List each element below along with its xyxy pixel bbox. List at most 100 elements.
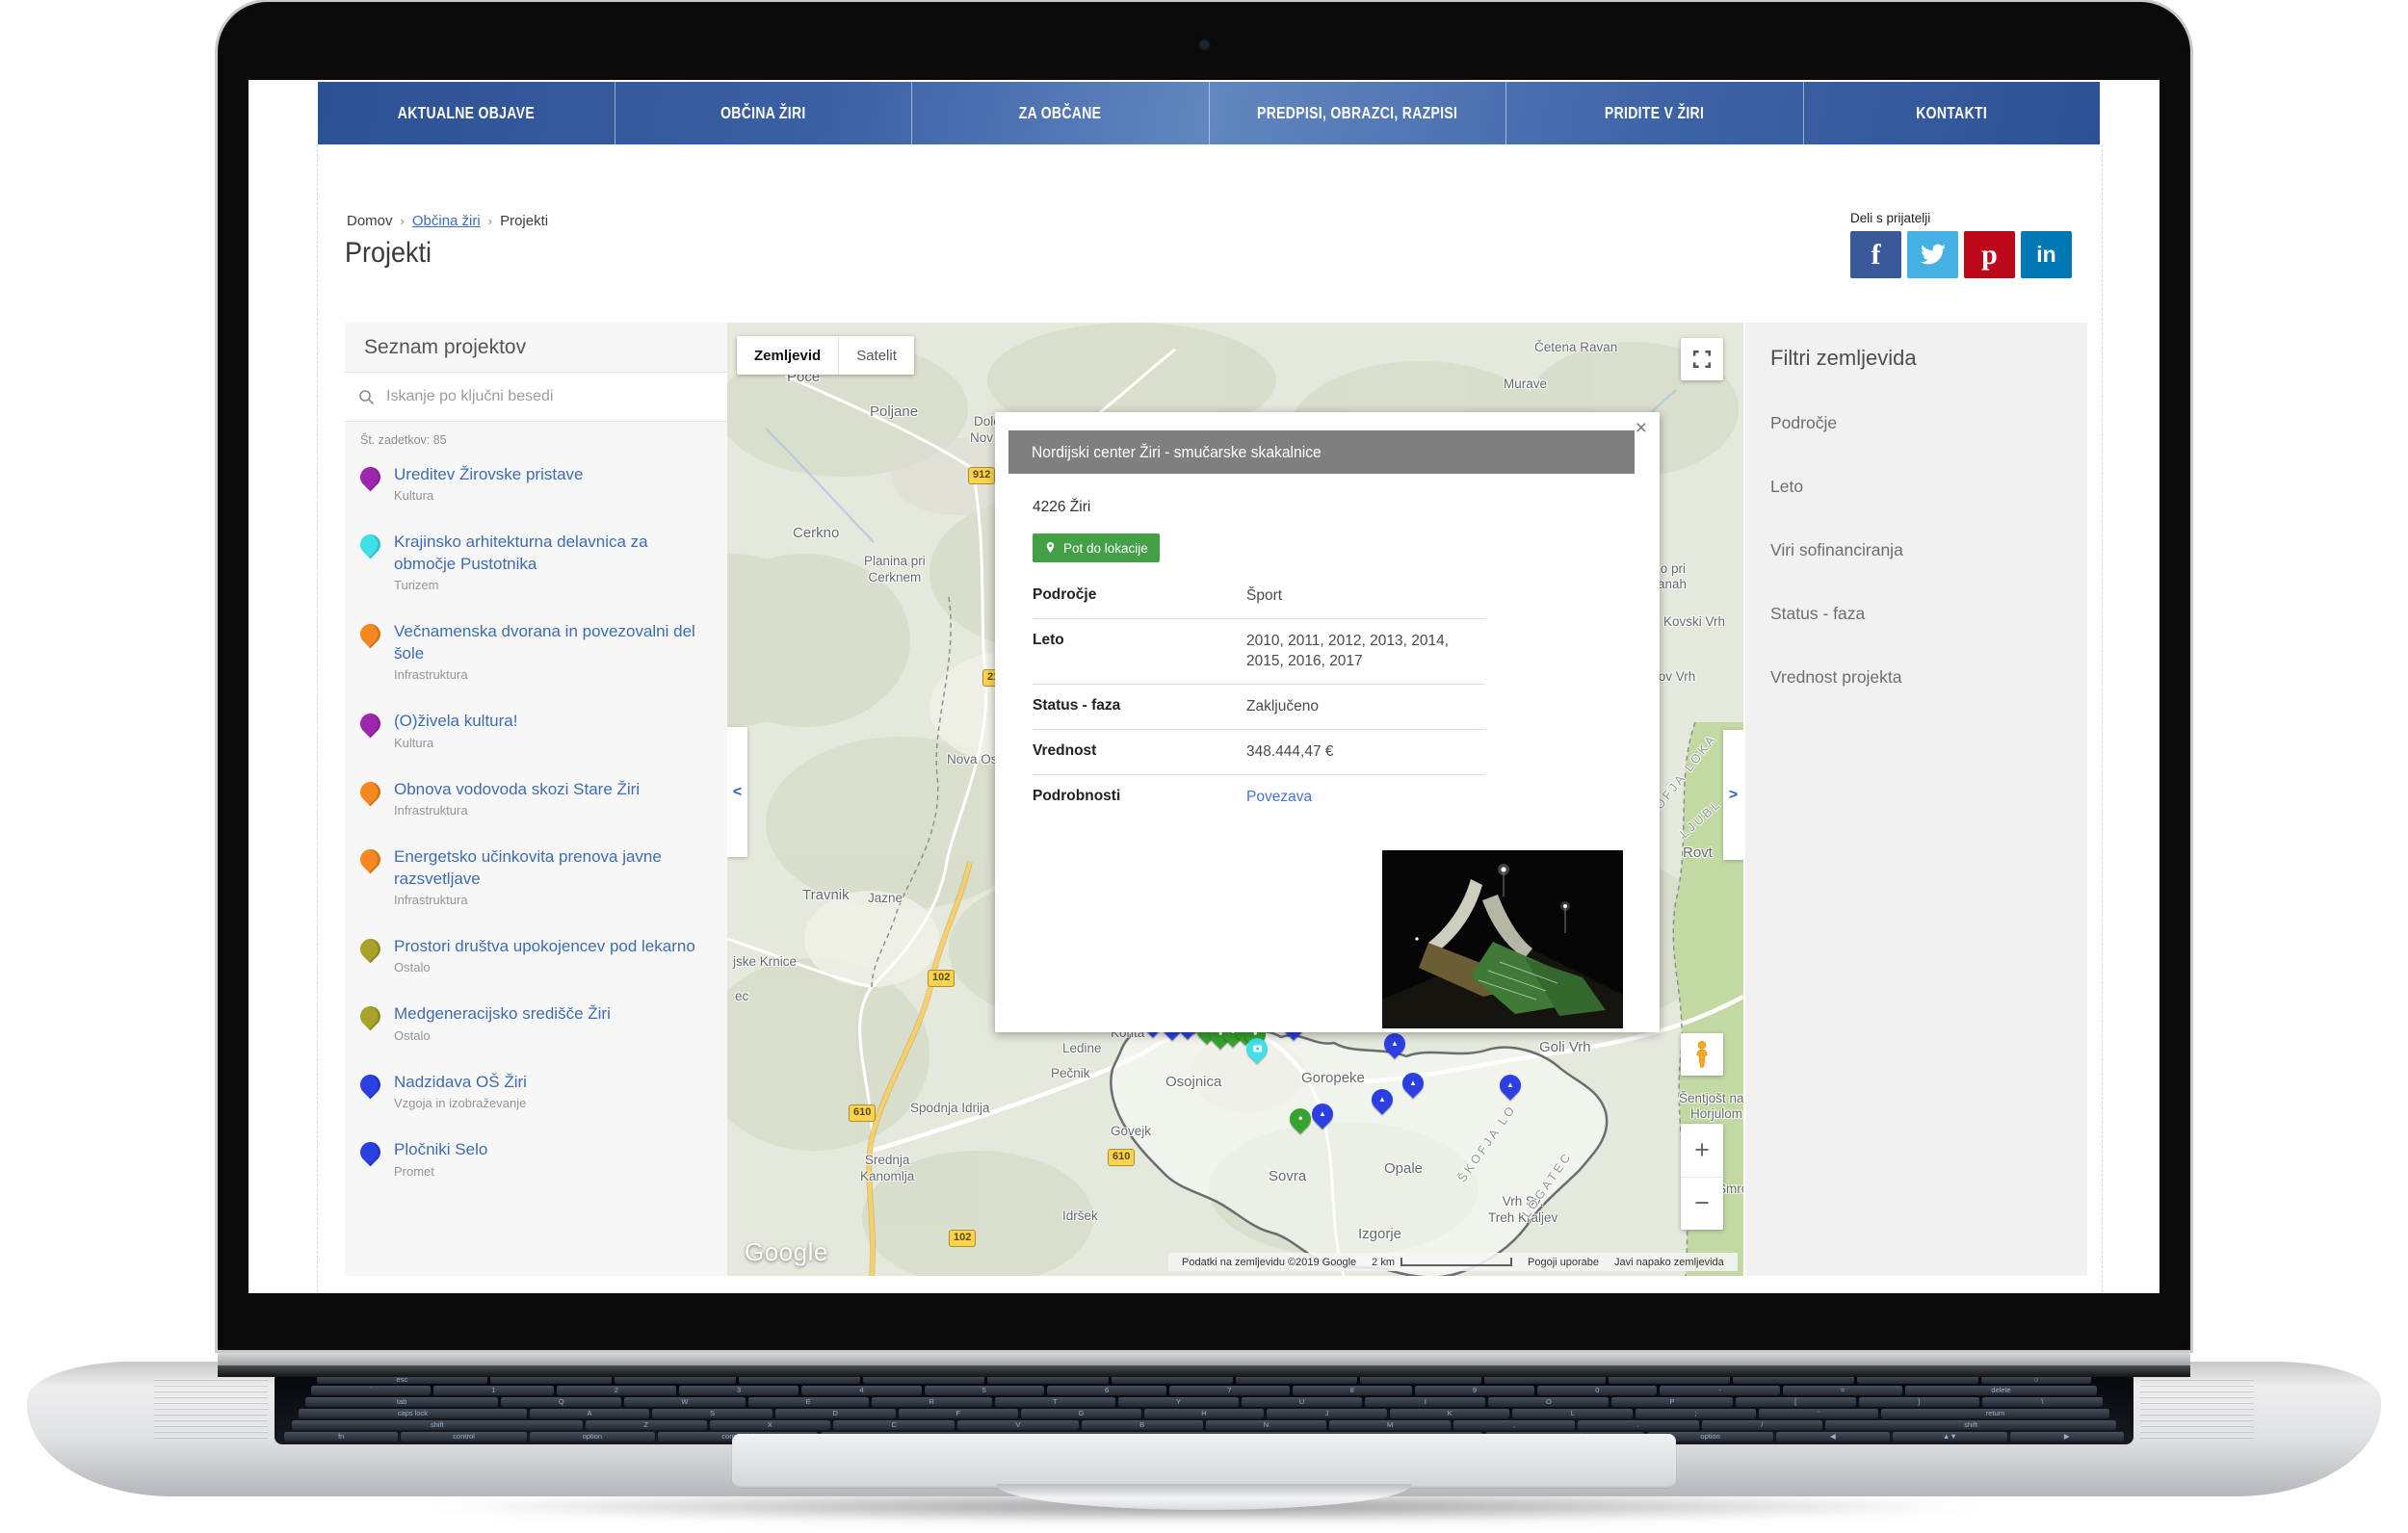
linkedin-icon[interactable]: in — [2021, 231, 2072, 278]
popup-row-link[interactable]: Povezava — [1246, 788, 1313, 805]
project-list-item[interactable]: Večnamenska dvorana in povezovalni del š… — [355, 619, 712, 682]
project-category: Promet — [394, 1163, 434, 1179]
keyboard-key: \ — [1981, 1397, 2104, 1407]
keyboard-key: A — [529, 1409, 650, 1418]
route-button[interactable]: Pot do lokacije — [1033, 533, 1160, 562]
cone-marker-icon: ▲ — [1409, 1078, 1417, 1088]
keyboard-key: R — [871, 1397, 992, 1407]
project-title-link[interactable]: Večnamenska dvorana in povezovalni del š… — [394, 622, 695, 663]
map-type-map-button[interactable]: Zemljevid — [754, 347, 822, 364]
breadcrumb-link[interactable]: Občina žiri — [411, 213, 481, 229]
map-type-satellite-button[interactable]: Satelit — [838, 336, 914, 375]
keyboard-key: 1 — [433, 1386, 554, 1395]
nav-item-6[interactable]: KONTAKTI — [1802, 82, 2101, 144]
keyboard-key: delete — [1905, 1386, 2097, 1395]
nav-item-label: OBČINA ŽIRI — [720, 103, 806, 122]
keyboard-key: 8 — [1292, 1386, 1412, 1395]
keyboard-key: V — [957, 1420, 1079, 1430]
keyboard-key: / — [1701, 1420, 1823, 1430]
project-title-link[interactable]: Krajinsko arhitekturna delavnica za obmo… — [394, 533, 648, 573]
nav-item-4[interactable]: PREDPISI, OBRAZCI, RAZPISI — [1208, 82, 1506, 144]
project-title-link[interactable]: Pločniki Selo — [394, 1140, 488, 1159]
keyboard-key: 4 — [801, 1386, 922, 1395]
map-filters-panel: Filtri zemljevida Področje Leto Viri sofin… — [1745, 323, 2087, 1276]
project-title-link[interactable]: Prostori društva upokojencev pod lekarno — [394, 936, 695, 955]
map-place-label: Izgorje — [1358, 1226, 1402, 1242]
keyboard-row: esc ○ — [317, 1375, 2091, 1384]
project-list-item[interactable]: Medgeneracijsko središče Žiri Ostalo — [355, 1002, 712, 1043]
keyboard-key: W — [624, 1397, 746, 1407]
filter-item-5[interactable]: Vrednost projekta — [1770, 667, 1902, 687]
popup-row-value: Zaključeno — [1246, 697, 1319, 715]
page-frame — [317, 144, 2103, 1292]
keyboard-key: tab — [305, 1397, 499, 1407]
keyboard-key: esc — [317, 1375, 487, 1384]
project-list-item[interactable]: Obnova vodovoda skozi Stare Žiri Infrastr… — [355, 777, 712, 818]
project-title-link[interactable]: Energetsko učinkovita prenova javne razs… — [394, 847, 662, 888]
twitter-icon[interactable] — [1907, 231, 1958, 278]
filter-item-2[interactable]: Leto — [1770, 477, 1804, 496]
pinterest-icon[interactable]: p — [1964, 231, 2015, 278]
pegman-button[interactable] — [1681, 1033, 1723, 1076]
nav-item-3[interactable]: ZA OBČANE — [911, 82, 1209, 144]
keyboard-key — [986, 1375, 1109, 1384]
keyboard-key: option — [1647, 1432, 1773, 1442]
filter-item-4[interactable]: Status - faza — [1770, 604, 1866, 623]
next-project-arrow[interactable]: > — [1723, 730, 1743, 860]
nav-item-1[interactable]: AKTUALNE OBJAVE — [318, 82, 615, 144]
nav-item-2[interactable]: OBČINA ŽIRI — [614, 82, 912, 144]
project-title-link[interactable]: Medgeneracijsko središče Žiri — [394, 1004, 611, 1024]
popup-row-value: 2010, 2011, 2012, 2013, 2014, 2015, 2016… — [1246, 632, 1450, 669]
filter-item-1[interactable]: Področje — [1770, 413, 1838, 432]
map-place-label: Poljane — [870, 403, 919, 420]
project-list-item[interactable]: Nadzidava OŠ Žiri Vzgoja in izobraževanje — [355, 1070, 712, 1110]
popup-close-icon[interactable]: × — [1635, 417, 1647, 439]
project-title-link[interactable]: Obnova vodovoda skozi Stare Žiri — [394, 779, 641, 798]
page-title: Projekti — [345, 237, 432, 269]
map-place-label: Opale — [1384, 1160, 1424, 1177]
filter-item-3[interactable]: Viri sofinanciranja — [1770, 540, 1903, 559]
project-text: Prostori društva upokojencev pod lekarno… — [394, 936, 695, 974]
project-list-item[interactable]: Prostori društva upokojencev pod lekarno… — [355, 934, 712, 974]
map-place-label: Horjulom — [1690, 1106, 1743, 1121]
keyboard-row: caps lock A S D F G H J K L; ' return — [299, 1409, 2109, 1418]
keyboard-key: N — [1205, 1420, 1327, 1430]
project-list-item[interactable]: Ureditev Žirovske pristave Kultura — [355, 462, 712, 503]
zoom-in-button[interactable]: + — [1694, 1134, 1710, 1164]
keyboard-key: shift — [292, 1420, 583, 1430]
prev-project-arrow[interactable]: < — [727, 727, 747, 857]
keyboard-row: tab Q W E R T Y U I O P[] \ — [305, 1397, 2104, 1407]
project-text: Energetsko učinkovita prenova javne razs… — [394, 846, 712, 907]
project-list-item[interactable]: Krajinsko arhitekturna delavnica za obmo… — [355, 531, 712, 592]
map-place-label: Travnik — [802, 887, 850, 903]
project-title-link[interactable]: Ureditev Žirovske pristave — [394, 465, 584, 483]
project-list-title: Seznam projektov — [364, 336, 527, 358]
map-attribution: Podatki na zemljevidu ©2019 Google 2 km … — [1168, 1253, 1738, 1271]
filters-list: Področje Leto Viri sofinanciranja Status - … — [1745, 413, 2087, 689]
project-title-link[interactable]: (O)živela kultura! — [394, 712, 518, 731]
breadcrumb-item: Projekti — [500, 213, 549, 229]
search-input[interactable] — [384, 387, 714, 406]
main-nav: AKTUALNE OBJAVE OBČINA ŽIRI ZA OBČANE PREDP… — [318, 82, 2100, 144]
search-icon — [359, 389, 375, 404]
project-list-item[interactable]: Pločniki Selo Promet — [355, 1137, 712, 1179]
project-list-item[interactable]: Energetsko učinkovita prenova javne razs… — [355, 844, 712, 907]
project-photo — [1382, 850, 1623, 1028]
zoom-out-button[interactable]: − — [1681, 1176, 1723, 1231]
keyboard-key: 3 — [678, 1386, 799, 1395]
report-error-link[interactable]: Javi napako zemljevida — [1614, 1256, 1724, 1268]
nav-item-label: PREDPISI, OBRAZCI, RAZPISI — [1257, 103, 1458, 122]
fullscreen-button[interactable] — [1681, 338, 1723, 380]
keyboard-key: B — [1081, 1420, 1203, 1430]
route-button-label: Pot do lokacije — [1063, 540, 1148, 556]
keyboard-key — [489, 1375, 612, 1384]
nav-item-5[interactable]: PRIDITE V ŽIRI — [1505, 82, 1803, 144]
keyboard-key: - — [1660, 1386, 1780, 1395]
popup-row-value: Šport — [1246, 587, 1283, 604]
map-canvas[interactable]: Zemljevid Satelit < > + − Google Podatki… — [727, 323, 1743, 1276]
project-title-link[interactable]: Nadzidava OŠ Žiri — [394, 1072, 527, 1091]
project-list-item[interactable]: (O)živela kultura! Kultura — [355, 709, 712, 750]
map-place-label: Jazne — [868, 891, 903, 905]
facebook-icon[interactable]: f — [1850, 231, 1901, 278]
terms-link[interactable]: Pogoji uporabe — [1528, 1256, 1600, 1268]
